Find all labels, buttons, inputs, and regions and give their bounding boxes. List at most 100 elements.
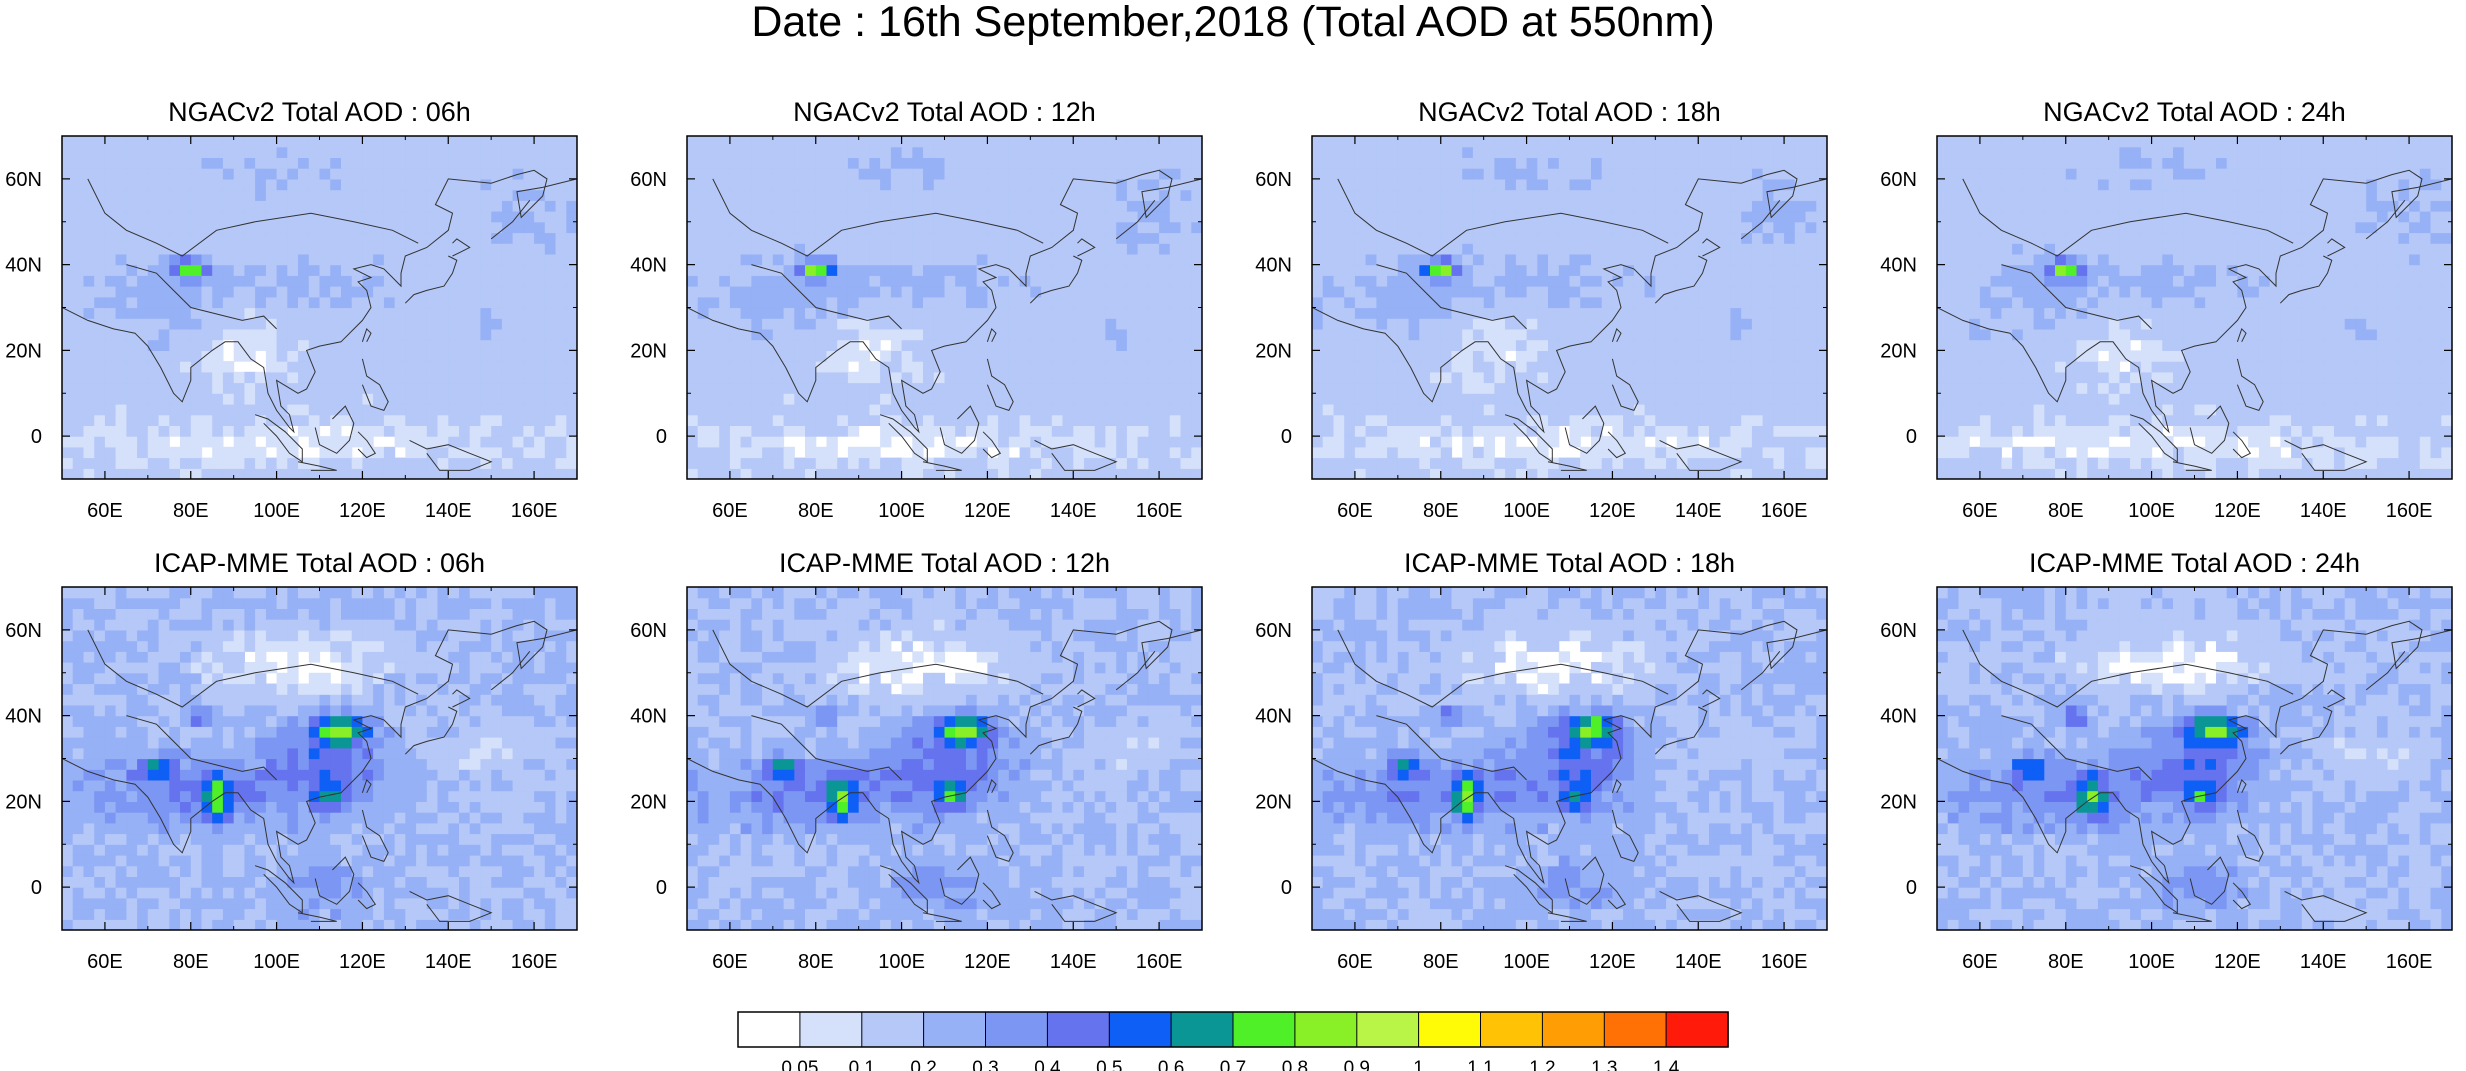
aod-cell <box>298 339 310 351</box>
aod-cell <box>1709 328 1721 341</box>
aod-cell <box>1751 404 1764 416</box>
aod-cell <box>783 286 795 298</box>
aod-cell <box>1569 264 1581 276</box>
y-tick-label: 0 <box>656 426 667 448</box>
aod-cell <box>794 168 806 180</box>
coastline <box>297 461 337 471</box>
aod-cell <box>1709 371 1721 384</box>
aod-cell <box>115 275 127 287</box>
aod-cell <box>287 189 299 201</box>
aod-cell <box>459 157 471 169</box>
aod-cell <box>976 189 988 201</box>
aod-cell <box>1322 350 1334 362</box>
aod-cell <box>2162 457 2174 469</box>
aod-cell <box>1419 307 1431 319</box>
aod-cell <box>426 243 439 255</box>
aod-cell <box>1969 457 1981 469</box>
aod-cell <box>147 211 160 223</box>
aod-cell <box>1397 200 1410 212</box>
aod-cell <box>772 382 785 394</box>
aod-cell <box>1687 339 1699 351</box>
aod-cell <box>998 318 1010 330</box>
aod-cell <box>1180 253 1192 266</box>
aod-cell <box>1741 243 1753 255</box>
aod-cell <box>62 457 74 469</box>
aod-cell <box>1344 307 1356 319</box>
aod-cell <box>83 404 95 416</box>
aod-cell <box>1687 178 1699 191</box>
aod-cell <box>180 307 192 319</box>
aod-cell <box>1655 393 1667 405</box>
aod-cell <box>1312 146 1324 158</box>
aod-cell <box>1655 414 1667 426</box>
aod-cell <box>1126 211 1139 223</box>
aod-cell <box>729 371 742 384</box>
aod-cell <box>126 286 138 298</box>
aod-cell <box>1537 371 1549 384</box>
aod-cell <box>491 328 503 341</box>
aod-cell <box>1505 382 1517 394</box>
aod-cell <box>1805 361 1817 373</box>
aod-cell <box>772 221 785 234</box>
aod-cell <box>1483 221 1495 234</box>
coastline <box>1659 439 1743 471</box>
aod-cell <box>1773 436 1785 448</box>
aod-cell <box>104 189 117 201</box>
aod-cell <box>1633 232 1646 244</box>
aod-cell <box>1180 275 1192 287</box>
aod-cell <box>1440 296 1453 309</box>
aod-cell <box>1979 468 1992 479</box>
aod-cell <box>1062 328 1074 341</box>
aod-cell <box>426 318 439 330</box>
aod-cell <box>469 211 481 223</box>
aod-cell <box>1494 350 1506 362</box>
aod-cell <box>1387 136 1399 148</box>
aod-cell <box>912 436 924 448</box>
aod-cell <box>923 168 935 180</box>
aod-cell <box>933 286 946 298</box>
aod-cell <box>1784 328 1796 341</box>
aod-cell <box>448 307 460 319</box>
aod-cell <box>1537 253 1549 266</box>
aod-cell <box>1505 221 1517 234</box>
aod-cell <box>201 286 213 298</box>
aod-cell <box>1062 382 1074 394</box>
aod-cell <box>1451 286 1463 298</box>
aod-cell <box>459 200 471 212</box>
aod-cell <box>1483 339 1495 351</box>
aod-cell <box>566 157 577 169</box>
aod-cell <box>847 307 860 319</box>
aod-cell <box>555 136 567 148</box>
aod-cell <box>751 189 763 201</box>
aod-cell <box>1041 371 1053 384</box>
aod-cell <box>729 328 742 341</box>
aod-cell <box>1105 382 1117 394</box>
aod-cell <box>2130 457 2142 469</box>
aod-cell <box>448 414 460 426</box>
aod-cell <box>1698 457 1710 469</box>
aod-cell <box>1751 339 1764 351</box>
aod-cell <box>1591 232 1603 244</box>
aod-cell <box>523 328 535 341</box>
aod-cell <box>1580 157 1592 169</box>
aod-cell <box>405 339 417 351</box>
aod-cell <box>137 253 149 266</box>
aod-cell <box>341 264 353 276</box>
aod-cell <box>448 157 460 169</box>
aod-cell <box>62 178 74 191</box>
aod-cell <box>751 436 763 448</box>
y-tick-label: 20N <box>1255 340 1292 362</box>
aod-cell <box>158 232 170 244</box>
aod-cell <box>534 275 546 287</box>
aod-cell <box>1569 221 1581 234</box>
aod-cell <box>1365 243 1377 255</box>
aod-cell <box>740 243 752 255</box>
aod-cell <box>1623 189 1635 201</box>
aod-cell <box>1008 221 1021 234</box>
aod-cell <box>1730 425 1742 437</box>
aod-cell <box>534 382 546 394</box>
aod-cell <box>729 168 742 180</box>
aod-cell <box>1169 264 1182 276</box>
aod-cell <box>319 328 331 341</box>
aod-cell <box>201 318 213 330</box>
